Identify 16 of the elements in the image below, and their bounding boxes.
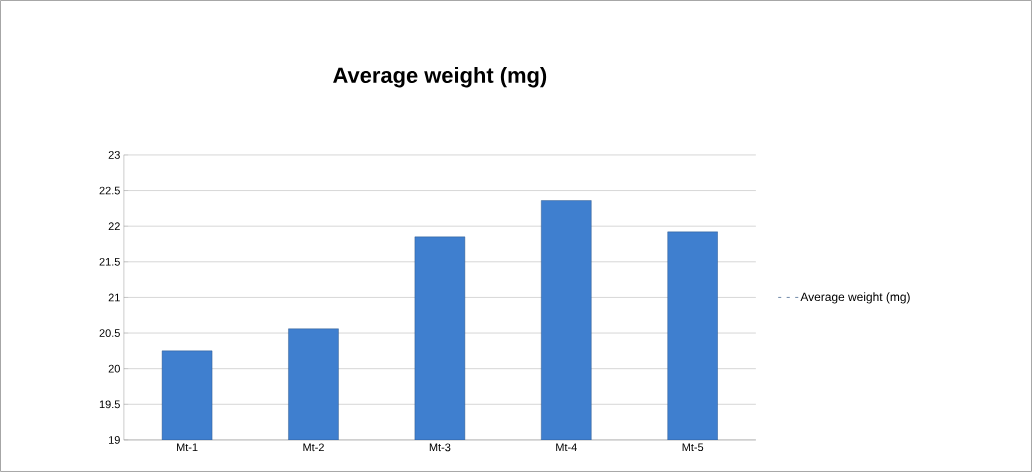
y-tick-label: 23 — [108, 151, 120, 159]
y-tick-label: 22 — [108, 222, 120, 230]
x-tick-label: Mt-5 — [682, 443, 704, 452]
y-tick-label: 19 — [109, 436, 120, 444]
x-tick-label: Mt-2 — [303, 443, 324, 452]
y-tick-label: 22.5 — [99, 186, 120, 195]
y-tick-label: 21.5 — [99, 257, 120, 266]
x-tick-label: Mt-4 — [556, 443, 577, 452]
y-tick-label: 21 — [108, 293, 120, 302]
x-tick-label: Mt-3 — [429, 443, 451, 452]
y-tick-label: 20 — [108, 364, 120, 373]
text: Average weight (mg) — [800, 292, 910, 304]
x-tick-label: Mt-1 — [177, 443, 198, 452]
y-tick-label: 20.5 — [99, 329, 120, 337]
y-tick-label: 19.5 — [99, 400, 120, 409]
chart-title: Average weight (mg) — [333, 66, 547, 88]
